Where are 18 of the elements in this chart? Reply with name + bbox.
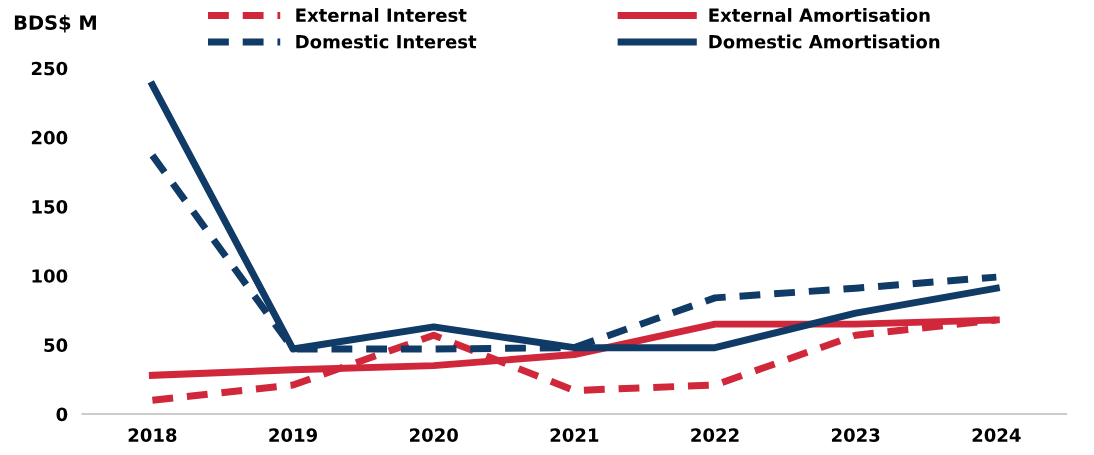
legend-label: Domestic Amortisation: [709, 34, 940, 49]
y-tick-label: 50: [44, 338, 68, 353]
x-tick-label: 2018: [128, 428, 177, 442]
x-tick-label: 2020: [409, 428, 458, 442]
y-tick-label: 0: [56, 407, 68, 422]
y-tick-label: 250: [31, 61, 68, 76]
x-tick-label: 2024: [972, 428, 1021, 442]
x-tick-label: 2021: [550, 428, 599, 442]
x-tick-label: 2022: [691, 428, 739, 442]
x-tick-label: 2023: [831, 428, 880, 442]
legend-label: External Interest: [296, 8, 467, 22]
x-tick-label: 2019: [269, 428, 318, 442]
y-tick-label: 100: [32, 269, 68, 283]
legend-label: External Amortisation: [709, 8, 930, 22]
legend-label: Domestic Interest: [296, 34, 477, 49]
y-axis-title: BDS$ M: [14, 14, 96, 33]
y-tick-label: 150: [32, 200, 68, 214]
y-tick-label: 200: [31, 130, 68, 145]
